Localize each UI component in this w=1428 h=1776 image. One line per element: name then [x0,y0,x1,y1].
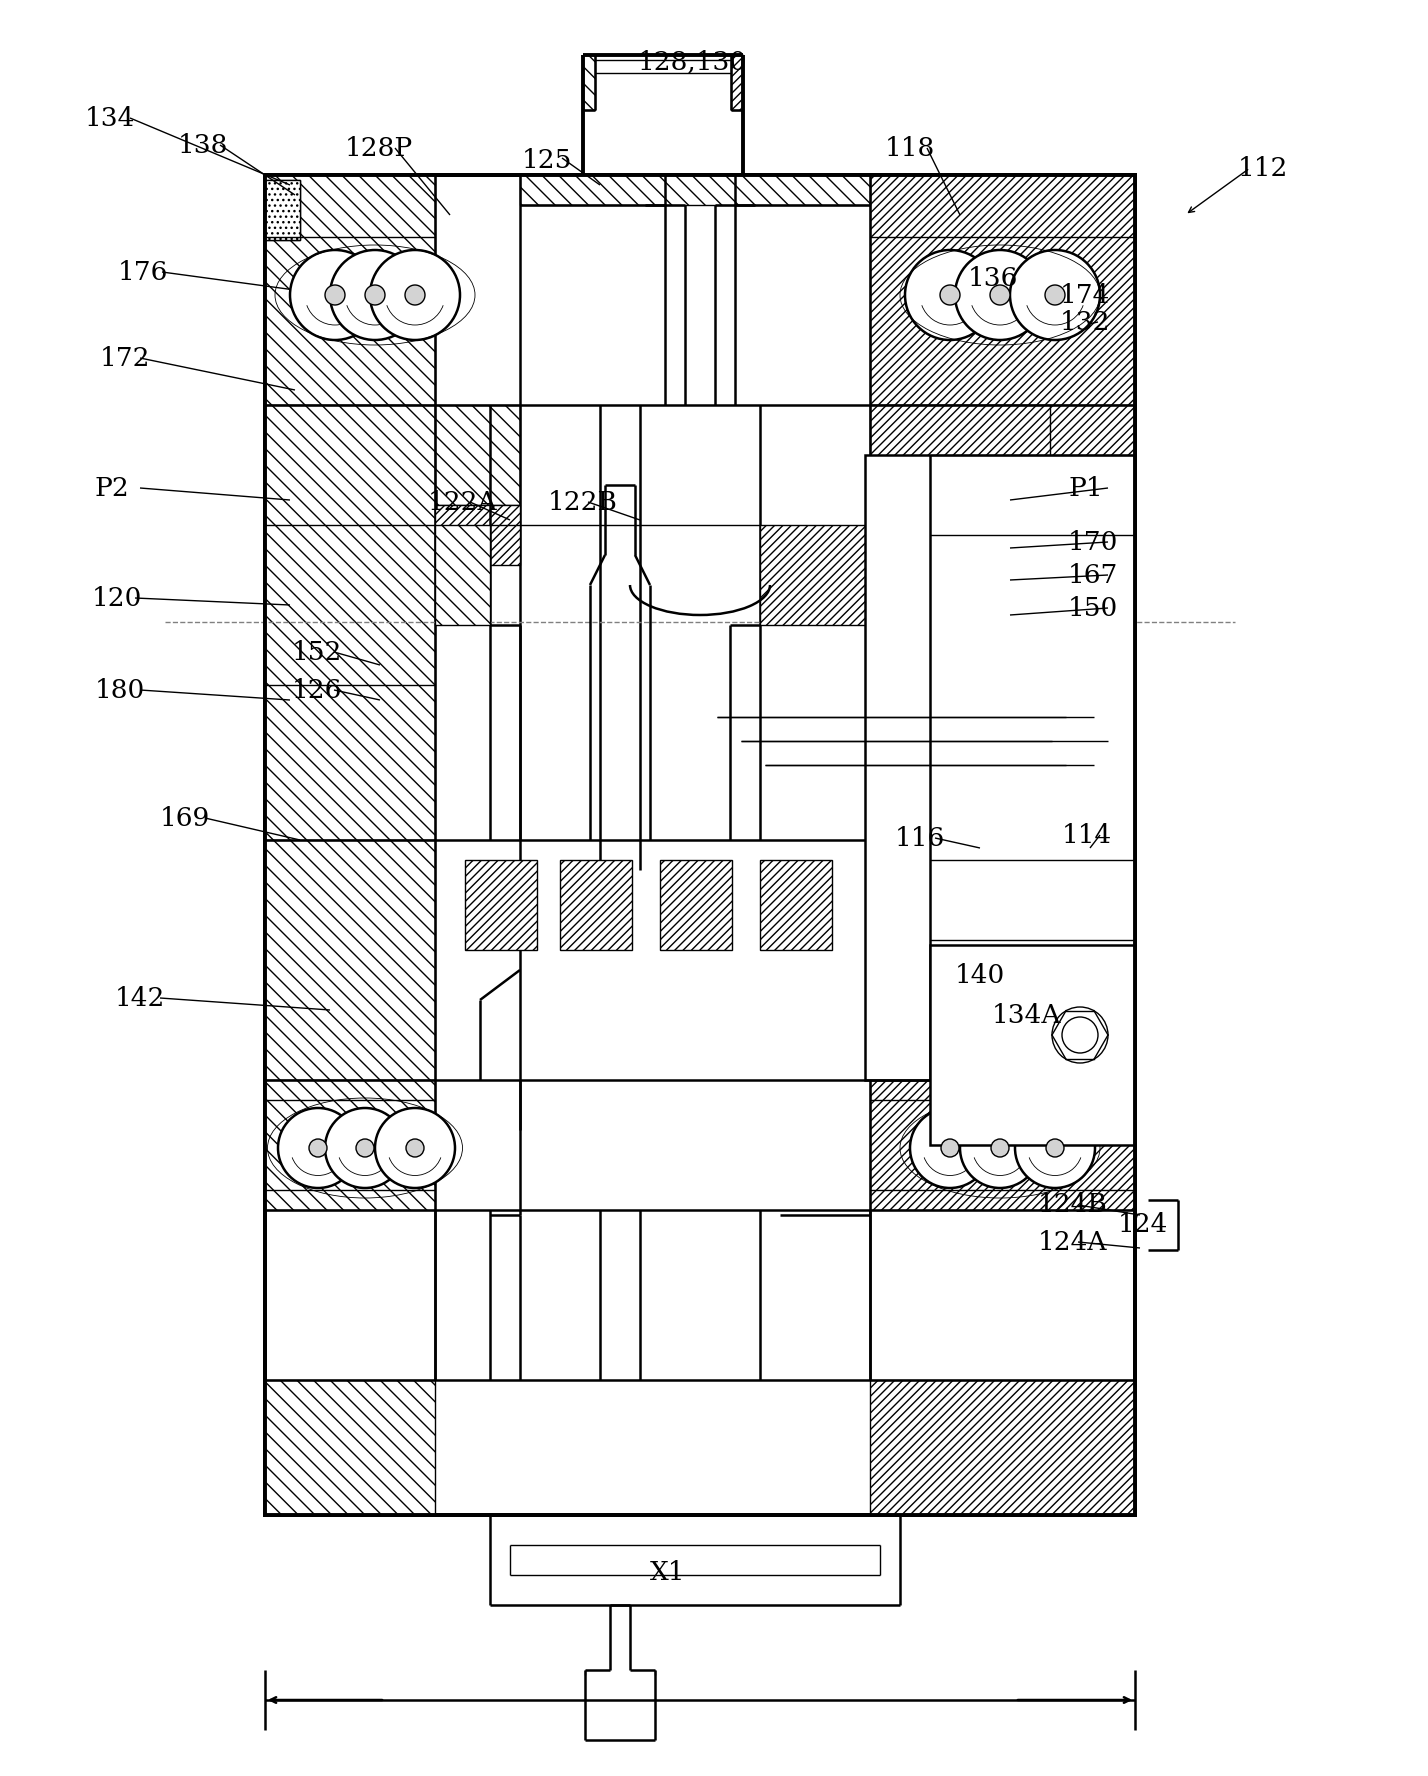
Text: 150: 150 [1068,595,1118,620]
Text: 138: 138 [178,133,228,158]
Polygon shape [520,176,870,204]
Circle shape [1045,1138,1064,1156]
Polygon shape [760,526,870,625]
Polygon shape [870,840,1135,1080]
Circle shape [910,1108,990,1188]
Text: 132: 132 [1060,309,1111,334]
Circle shape [376,1108,456,1188]
Polygon shape [731,55,743,110]
Polygon shape [266,840,436,1080]
Bar [660,860,733,950]
Text: 120: 120 [91,586,143,611]
Circle shape [290,250,380,339]
Polygon shape [870,405,1135,840]
Text: 152: 152 [291,639,343,664]
Text: 176: 176 [119,259,169,284]
Text: 112: 112 [1238,156,1288,181]
Circle shape [1052,1007,1108,1064]
Polygon shape [583,55,595,110]
Bar [930,945,1135,1146]
Text: 172: 172 [100,346,150,371]
Polygon shape [266,176,436,405]
Circle shape [356,1138,374,1156]
Polygon shape [870,1380,1135,1515]
Polygon shape [266,1080,436,1209]
Text: 124A: 124A [1038,1229,1108,1254]
Polygon shape [870,405,1050,504]
Text: 170: 170 [1068,529,1118,554]
Text: 114: 114 [1062,822,1112,847]
Text: X1: X1 [650,1559,685,1584]
Circle shape [366,284,386,305]
Circle shape [905,250,995,339]
Text: 124: 124 [1118,1211,1168,1236]
Text: 174: 174 [1060,282,1111,307]
Text: 128P: 128P [346,135,413,160]
Circle shape [326,284,346,305]
Text: 128,130: 128,130 [638,50,747,75]
Circle shape [370,250,460,339]
Circle shape [1045,284,1065,305]
Text: 169: 169 [160,806,210,831]
Text: 126: 126 [291,677,343,703]
Circle shape [990,284,1010,305]
Circle shape [406,1138,424,1156]
Text: 122A: 122A [428,490,497,515]
Text: 125: 125 [523,147,573,172]
Circle shape [308,1138,327,1156]
Bar [466,860,537,950]
Circle shape [955,250,1045,339]
Text: 136: 136 [968,265,1018,291]
Bar [266,179,300,240]
Circle shape [991,1138,1010,1156]
Text: 116: 116 [895,826,945,851]
Bar [760,860,833,950]
Circle shape [1010,250,1100,339]
Polygon shape [436,526,490,625]
Text: 134: 134 [86,105,136,130]
Circle shape [960,1108,1040,1188]
Text: 134A: 134A [992,1002,1061,1028]
Text: P1: P1 [1068,476,1102,501]
Text: 124B: 124B [1038,1192,1108,1218]
Text: 167: 167 [1068,563,1118,588]
Circle shape [326,1108,406,1188]
Text: P2: P2 [96,476,130,501]
Polygon shape [870,176,1135,405]
Text: 118: 118 [885,135,935,160]
Circle shape [1015,1108,1095,1188]
Bar [560,860,633,950]
Polygon shape [266,1380,436,1515]
Text: 140: 140 [955,963,1005,987]
Circle shape [941,1138,960,1156]
Circle shape [940,284,960,305]
Text: 122B: 122B [548,490,618,515]
Circle shape [278,1108,358,1188]
Bar [266,176,1135,1515]
Polygon shape [266,405,436,840]
Bar [266,176,1135,1515]
Circle shape [330,250,420,339]
Polygon shape [436,504,520,565]
Polygon shape [870,1080,1135,1209]
Circle shape [406,284,426,305]
Bar [865,455,1135,1080]
Text: 142: 142 [116,986,166,1011]
Bar [266,179,300,240]
Polygon shape [436,405,520,504]
Text: 180: 180 [96,677,146,703]
Circle shape [1062,1018,1098,1053]
